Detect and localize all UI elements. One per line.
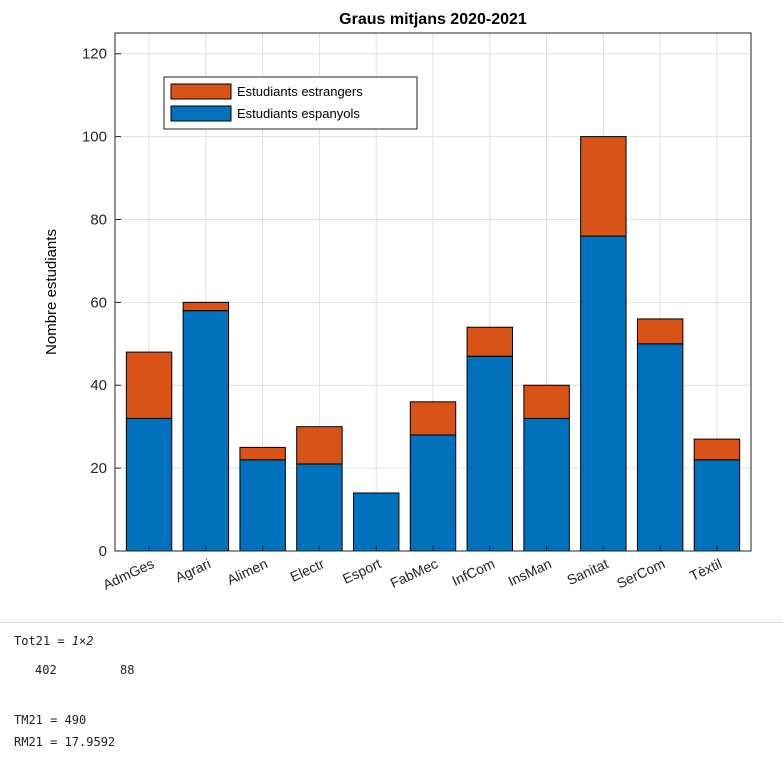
y-tick-label-0: 0: [99, 543, 107, 560]
legend: Estudiants estrangers Estudiants espanyo…: [163, 76, 418, 130]
y-tick-label-2: 40: [90, 377, 107, 394]
x-tick-label-3: Electr: [287, 555, 327, 585]
bar-Electr-series-1: [296, 426, 343, 465]
x-tick-label-8: Sanitat: [564, 555, 610, 588]
tot-label: Tot21 =: [14, 634, 72, 648]
y-tick-label-3: 60: [90, 294, 107, 311]
y-tick-label-6: 120: [82, 46, 107, 63]
bar-Tèxtil-series-0: [693, 459, 741, 552]
bar-Sanitat-series-0: [580, 235, 627, 552]
y-tick-label-5: 100: [82, 129, 107, 146]
legend-label-espanyols: Estudiants espanyols: [237, 106, 360, 121]
bar-InsMan-series-0: [523, 417, 570, 552]
bar-InsMan-series-1: [523, 384, 570, 419]
x-tick-label-9: SerCom: [614, 555, 667, 591]
bars: [125, 136, 741, 552]
chart-area: 0 20 40 60 80 100 120 AdmGes Agrari Alimen Electr…: [43, 11, 752, 593]
x-tick-label-6: InfCom: [449, 555, 497, 589]
rm-line: RM21 = 17.9592: [14, 735, 116, 749]
x-tick-label-0: AdmGes: [100, 555, 156, 593]
y-tick-label-1: 20: [90, 460, 107, 477]
command-window-output: Tot21 = 1×2 402 88 TM21 = 490 RM21 = 17.9…: [0, 622, 783, 761]
y-axis-ticks: 0 20 40 60 80 100 120: [82, 46, 121, 560]
x-tick-label-2: Alimen: [224, 555, 270, 588]
tot-value-1: 402: [35, 663, 57, 677]
chart-title: Graus mitjans 2020-2021: [339, 11, 527, 28]
bar-FabMec-series-0: [409, 434, 457, 552]
bar-Agrari-series-0: [182, 310, 230, 552]
y-tick-label-4: 80: [90, 211, 107, 228]
legend-swatch-estrangers: [170, 83, 232, 100]
tot-value-2: 88: [120, 663, 135, 677]
bar-Electr-series-0: [296, 463, 343, 552]
tot-line: Tot21 = 1×2: [14, 634, 93, 648]
bar-Sanitat-series-1: [580, 136, 627, 237]
bar-InfCom-series-0: [466, 355, 514, 552]
x-axis-ticks: AdmGes Agrari Alimen Electr Esport FabMec InfC…: [100, 545, 724, 593]
bar-AdmGes-series-1: [125, 351, 173, 419]
bar-SerCom-series-0: [636, 343, 684, 552]
bar-Esport-series-0: [353, 492, 400, 552]
y-axis-label: Nombre estudiants: [43, 229, 60, 355]
bar-Alimen-series-0: [239, 459, 286, 552]
bar-InfCom-series-1: [466, 326, 514, 357]
x-tick-label-10: Tèxtil: [687, 555, 724, 584]
bar-AdmGes-series-0: [125, 417, 173, 552]
legend-label-estrangers: Estudiants estrangers: [237, 84, 363, 99]
bar-Agrari-series-1: [182, 301, 230, 312]
x-tick-label-1: Agrari: [173, 555, 214, 585]
x-tick-label-5: FabMec: [388, 555, 441, 591]
legend-swatch-espanyols: [170, 105, 232, 122]
bar-Tèxtil-series-1: [693, 438, 741, 461]
x-tick-label-4: Esport: [340, 555, 384, 587]
bar-FabMec-series-1: [409, 401, 457, 436]
tm-line: TM21 = 490: [14, 713, 87, 727]
stacked-bar-chart: 0 20 40 60 80 100 120 AdmGes Agrari Alimen Electr…: [43, 11, 752, 593]
x-tick-label-7: InsMan: [505, 555, 553, 589]
bar-SerCom-series-1: [636, 318, 684, 345]
bar-Alimen-series-1: [239, 446, 286, 461]
tot-size: 1×2: [71, 634, 94, 648]
